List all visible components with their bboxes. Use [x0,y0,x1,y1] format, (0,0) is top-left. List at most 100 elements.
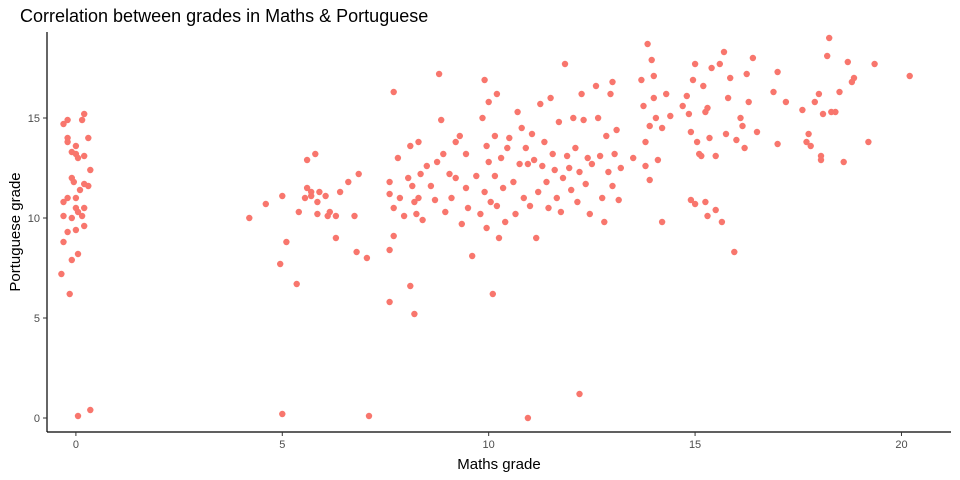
data-point [650,94,657,102]
data-point [753,128,761,136]
data-point [617,164,624,172]
data-point [559,174,567,182]
data-point [605,168,612,176]
data-point [588,160,596,168]
data-point [811,98,818,106]
x-tick-label: 15 [689,439,701,451]
data-point [332,212,340,220]
data-point [303,184,311,192]
data-point [520,194,527,202]
data-point [572,144,579,152]
data-point [394,154,402,162]
data-point [537,100,544,108]
data-point [724,94,732,102]
data-point [533,234,540,242]
data-point [648,56,655,64]
data-point [76,186,84,194]
data-point [702,198,709,206]
data-point [865,138,872,146]
data-point [452,174,459,182]
data-point [539,162,546,170]
data-point [456,132,463,140]
data-point [386,246,393,254]
data-point [78,116,86,124]
chart-title: Correlation between grades in Maths & Po… [20,6,428,26]
data-point [495,234,503,242]
data-point [407,282,414,290]
data-point [277,260,284,268]
data-point [64,228,71,236]
data-point [66,290,73,298]
data-point [345,178,352,186]
data-point [826,34,833,42]
data-point [737,114,744,122]
data-point [419,216,426,224]
data-point [611,150,618,158]
data-point [586,210,593,218]
data-point [481,76,488,84]
data-point [706,134,713,142]
data-point [308,188,315,196]
data-point [283,238,290,246]
data-point [609,182,616,190]
data-point [722,130,730,138]
data-point [303,156,311,164]
data-point [518,124,525,132]
data-point [262,200,269,208]
data-point [279,410,286,418]
data-point [386,190,393,198]
data-point [601,218,608,226]
data-point [570,114,577,122]
data-point [301,194,309,202]
data-point [497,154,505,162]
data-point [770,88,777,96]
data-point [64,194,71,202]
data-point [807,142,814,150]
data-point [279,192,286,200]
data-point [411,198,418,206]
data-point [850,74,858,82]
x-axis-title: Maths grade [457,456,540,473]
data-point [551,166,558,174]
data-point [353,248,360,256]
data-point [524,414,532,422]
data-point [522,144,529,152]
data-point [78,212,86,220]
data-point [545,204,552,212]
data-point [644,40,651,48]
data-point [691,200,699,208]
data-point [390,232,397,240]
data-point [844,58,851,66]
data-point [81,110,88,118]
data-point [417,170,424,178]
data-point [708,64,715,72]
data-point [64,116,71,124]
data-point [731,248,738,256]
data-point [646,122,653,130]
data-point [246,214,253,222]
data-point [642,162,649,170]
x-tick-label: 0 [73,439,79,451]
data-point [667,112,674,120]
y-axis-title: Portuguese grade [7,172,24,291]
x-tick-label: 10 [483,439,495,451]
data-point [712,206,719,214]
data-point [411,310,418,318]
data-point [561,60,569,68]
data-point [547,94,554,102]
data-point [87,166,94,174]
data-point [435,70,443,78]
data-point [592,82,600,90]
data-point [473,172,480,180]
scatter-points [58,34,913,422]
data-point [516,160,523,168]
data-point [433,158,441,166]
data-point [81,222,88,230]
data-point [603,132,610,140]
data-point [448,194,455,202]
data-point [312,150,319,158]
data-point [727,74,734,82]
data-point [679,102,686,110]
data-point [640,102,647,110]
data-point [493,202,501,210]
